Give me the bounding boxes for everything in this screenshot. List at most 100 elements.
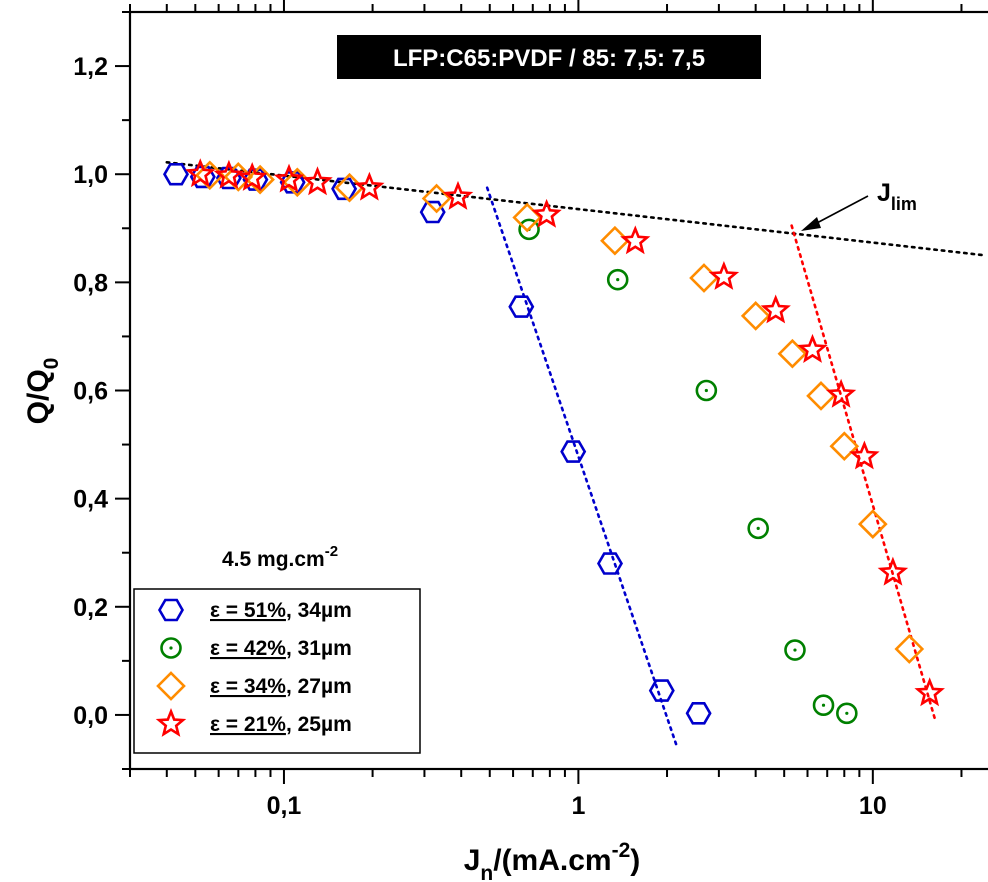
x-tick-label-1: 1 — [571, 792, 585, 820]
legend-marker-1-dot — [169, 646, 173, 650]
data-point-1-6-dot — [845, 711, 849, 715]
data-point-0-0 — [162, 163, 189, 186]
data-point-1-1-ring — [606, 268, 629, 291]
y-tick-label-4: 0,8 — [73, 269, 108, 297]
legend-thickness-1: , 31µm — [286, 637, 352, 660]
legend-marker-3 — [155, 707, 187, 737]
chart-title: LFP:C65:PVDF / 85: 7,5: 7,5 — [393, 45, 705, 72]
legend-porosity-1: ε = 42% — [210, 637, 286, 660]
legend-box — [133, 588, 421, 754]
data-point-3-10 — [760, 294, 791, 324]
trend-line-2 — [790, 224, 937, 722]
data-point-3-2 — [236, 161, 268, 191]
data-point-3-4 — [302, 166, 333, 196]
data-point-1-1 — [606, 268, 629, 291]
y-tick-label-6: 1,2 — [73, 53, 108, 81]
data-point-1-5-dot — [821, 703, 826, 707]
data-point-2-10 — [777, 338, 808, 369]
data-point-2-14 — [894, 634, 925, 664]
data-point-2-12 — [829, 431, 860, 462]
jlim-arrow-head — [801, 217, 821, 231]
data-point-0-10 — [648, 679, 675, 702]
legend-label-1: ε = 42%, 31µm — [210, 637, 352, 660]
data-point-1-4-dot — [793, 648, 797, 652]
data-point-3-9 — [708, 260, 740, 290]
data-point-2-8 — [689, 263, 719, 293]
data-point-1-2-ring — [695, 379, 718, 402]
legend-thickness-3: , 25µm — [286, 713, 352, 736]
y-tick-label-1: 0,2 — [73, 594, 108, 622]
data-markers — [162, 158, 945, 725]
x-axis-title-text: Jn/(mA.cm-2) — [464, 839, 641, 882]
data-point-0-4 — [279, 171, 306, 194]
legend-markers — [155, 598, 187, 737]
data-point-1-3-ring — [747, 517, 769, 540]
data-point-1-6-ring — [836, 702, 858, 725]
data-point-1-5-ring — [812, 694, 835, 716]
chart-title-background — [337, 35, 761, 79]
legend-thickness-0: , 34µm — [286, 599, 352, 622]
data-point-3-6 — [442, 180, 474, 210]
legend-label-0: ε = 51%, 34µm — [210, 599, 352, 622]
legend-porosity-2: ε = 34% — [210, 675, 286, 698]
annotations: Jlim 4.5 mg.cm-2 — [222, 179, 917, 571]
legend: ε = 51%, 34µm ε = 42%, 31µm ε = 34%, 27µ… — [133, 588, 421, 754]
data-point-0-8 — [560, 440, 587, 463]
legend-marker-1 — [160, 637, 182, 659]
data-point-0-9 — [597, 552, 624, 575]
data-point-1-1-dot — [616, 278, 620, 282]
data-point-3-11 — [797, 333, 828, 363]
data-point-2-9 — [740, 301, 771, 331]
data-point-2-13 — [857, 509, 888, 539]
data-point-3-3 — [273, 163, 305, 193]
data-point-2-7 — [600, 225, 630, 256]
data-point-1-3-dot — [756, 526, 760, 530]
data-point-3-14 — [877, 556, 909, 586]
data-point-2-2 — [245, 164, 275, 195]
series-3 — [185, 158, 945, 707]
data-point-2-5 — [421, 183, 452, 214]
legend-thickness-2: , 27µm — [286, 675, 352, 698]
legend-porosity-3: ε = 21% — [210, 713, 286, 736]
legend-marker-0 — [157, 598, 184, 622]
data-point-1-4-ring — [784, 639, 806, 661]
series-1 — [518, 218, 858, 725]
data-point-1-4 — [784, 639, 806, 661]
data-point-3-0 — [185, 158, 216, 188]
data-point-1-5 — [812, 694, 835, 716]
jlim-label: Jlim — [877, 179, 917, 214]
data-point-3-12 — [825, 378, 857, 408]
x-tick-label-2: 10 — [859, 792, 887, 820]
data-point-0-7 — [508, 295, 535, 318]
data-point-3-15 — [914, 677, 945, 707]
data-point-3-8 — [620, 225, 651, 255]
y-tick-label-2: 0,4 — [73, 486, 108, 514]
data-point-1-0-ring — [518, 218, 540, 241]
legend-label-2: ε = 34%, 27µm — [210, 675, 352, 698]
data-point-0-6 — [419, 200, 446, 224]
series-2 — [194, 160, 925, 664]
legend-label-3: ε = 21%, 25µm — [210, 713, 352, 736]
data-point-2-6 — [512, 202, 543, 233]
data-point-3-7 — [531, 198, 562, 228]
data-point-3-13 — [849, 440, 880, 470]
loading-note: 4.5 mg.cm-2 — [222, 543, 338, 571]
y-tick-label-0: 0,0 — [73, 702, 108, 730]
legend-marker-2 — [156, 671, 186, 701]
y-tick-label-5: 1,0 — [73, 161, 108, 189]
data-point-3-5 — [354, 171, 385, 201]
legend-marker-1-ring — [160, 637, 182, 659]
x-tick-label-0: 0,1 — [267, 792, 302, 820]
data-point-1-6 — [836, 702, 858, 725]
data-point-2-11 — [806, 381, 836, 411]
trend-line-1 — [485, 186, 678, 746]
chart-title-box: LFP:C65:PVDF / 85: 7,5: 7,5 — [337, 35, 761, 79]
x-axis-title: Jn/(mA.cm-2) — [464, 839, 641, 882]
y-tick-label-3: 0,6 — [73, 378, 108, 406]
data-point-3-1 — [213, 159, 245, 189]
data-point-1-2 — [695, 379, 718, 402]
ticks: 0,1 1 10 0,0 0,2 0,4 0,6 0,8 1,0 1,2 — [73, 0, 963, 820]
legend-porosity-0: ε = 51% — [210, 599, 286, 622]
jlim-arrow-line — [814, 195, 869, 225]
